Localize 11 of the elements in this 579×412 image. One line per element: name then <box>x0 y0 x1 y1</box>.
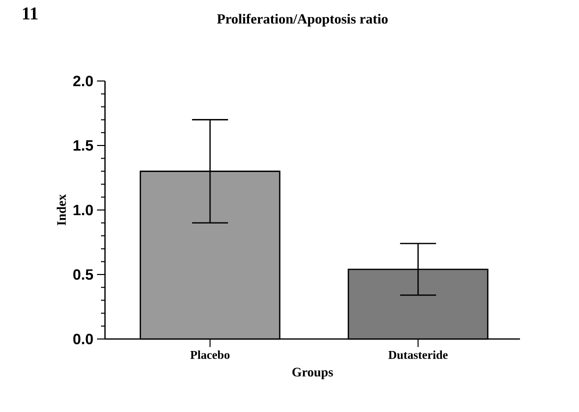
y-axis-title: Index <box>56 194 66 226</box>
y-tick-label: 2.0 <box>73 76 93 86</box>
x-tick-label: Placebo <box>190 350 230 359</box>
text: 11 <box>22 8 38 20</box>
y-tick-label: 1.5 <box>74 140 94 151</box>
y-tick-label: 0.5 <box>73 269 94 280</box>
y-tick-label: 1.0 <box>74 204 93 216</box>
x-tick-label: Dutasteride <box>388 350 448 359</box>
x-axis-title: Groups <box>292 368 333 380</box>
y-tick-label: 0.0 <box>73 334 93 344</box>
chart-title: Proliferation/Apoptosis ratio <box>217 14 388 26</box>
